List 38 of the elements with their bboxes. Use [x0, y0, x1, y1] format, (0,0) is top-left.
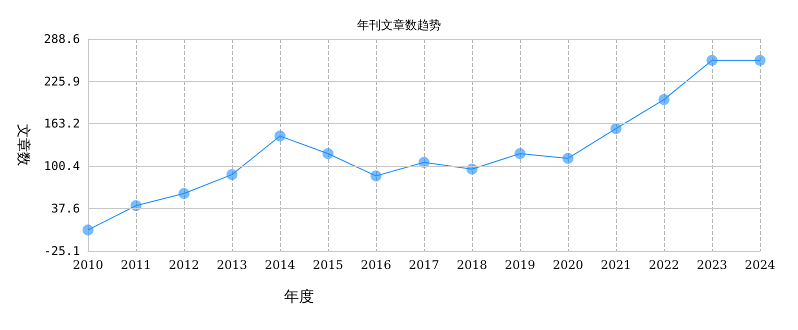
y-tick-label: -25.1 [44, 244, 80, 258]
point [610, 123, 622, 134]
point [226, 169, 238, 180]
point [130, 200, 142, 212]
y-axis-title: 文章数 [15, 124, 31, 166]
point [370, 170, 382, 182]
point [418, 156, 430, 168]
x-tick-label: 2014 [264, 258, 296, 272]
point [658, 94, 670, 106]
x-tick-label: 2010 [72, 258, 104, 272]
x-tick-label: 2021 [600, 258, 632, 272]
point [82, 224, 94, 236]
point [322, 148, 334, 160]
x-tick-label: 2012 [168, 258, 200, 272]
x-axis-title: 年度 [284, 288, 314, 306]
x-tick-label: 2015 [312, 258, 344, 272]
x-tick-label: 2019 [504, 258, 536, 272]
chart-title: 年刊文章数趋势 [357, 18, 441, 32]
y-tick-label: 288.6 [44, 32, 80, 46]
y-tick-label: 163.2 [44, 116, 80, 131]
x-tick-label: 2018 [456, 258, 488, 272]
point [706, 54, 718, 66]
point [178, 188, 190, 199]
point [562, 152, 574, 164]
x-tick-label: 2017 [408, 258, 440, 272]
x-tick-label: 2020 [552, 258, 584, 272]
x-tick-label: 2016 [360, 258, 392, 272]
x-tick-label: 2022 [648, 258, 680, 272]
x-tick-label: 2023 [696, 258, 728, 272]
x-tick-label: 2024 [744, 258, 776, 272]
point [754, 54, 766, 66]
x-tick-label: 2013 [216, 258, 248, 272]
point [514, 148, 526, 160]
x-tick-label: 2011 [120, 258, 152, 272]
y-tick-label: 37.6 [51, 202, 80, 216]
y-tick-label: 100.4 [44, 159, 80, 174]
point [274, 130, 286, 142]
y-tick-label: 225.9 [44, 74, 80, 88]
